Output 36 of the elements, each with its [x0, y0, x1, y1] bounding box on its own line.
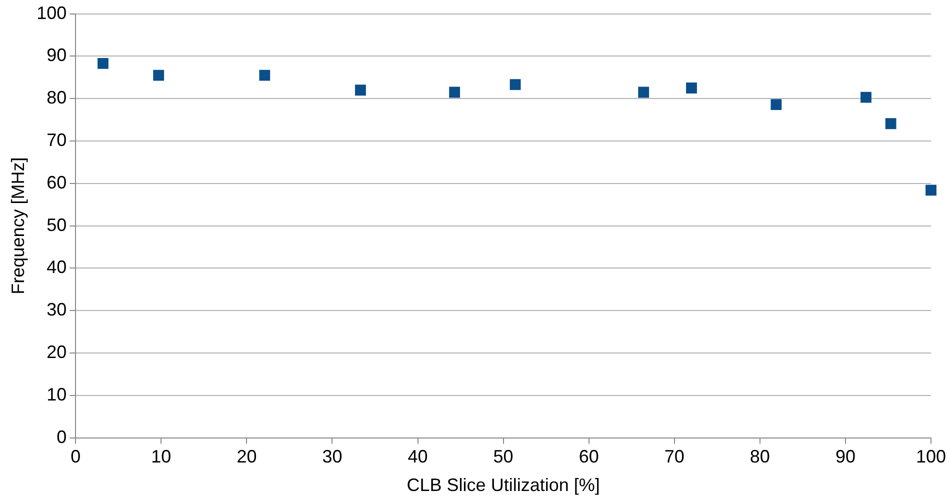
- point: [259, 70, 270, 81]
- point: [153, 70, 164, 81]
- y-tick-label: 50: [46, 214, 67, 235]
- x-tick-label: 0: [70, 446, 81, 467]
- y-tick-label: 10: [46, 384, 67, 404]
- point: [860, 92, 872, 103]
- x-tick-label: 90: [835, 446, 856, 467]
- x-tick-label: 20: [236, 446, 257, 467]
- x-axis-title: CLB Slice Utilization [%]: [406, 475, 600, 496]
- x-tick-label: 10: [151, 446, 172, 467]
- point: [638, 86, 650, 98]
- y-tick-label: 100: [36, 2, 67, 23]
- y-tick-label: 70: [46, 130, 67, 150]
- y-tick-label: 0: [56, 426, 67, 447]
- x-tick-label: 50: [493, 446, 514, 467]
- x-tick-label: 80: [750, 446, 770, 467]
- y-tick-label: 40: [46, 257, 67, 278]
- y-tick-label: 20: [46, 342, 67, 362]
- y-tick-label: 60: [46, 172, 67, 192]
- x-tick-label: 60: [578, 446, 599, 467]
- point: [510, 79, 521, 90]
- y-tick-label: 90: [46, 45, 67, 66]
- point: [98, 58, 108, 69]
- x-tick-label: 40: [408, 446, 428, 467]
- y-tick-label: 30: [46, 300, 67, 320]
- x-tick-label: 70: [664, 446, 684, 467]
- point: [686, 82, 697, 94]
- point: [355, 84, 366, 96]
- x-tick-label: 100: [916, 446, 946, 467]
- y-axis-title: Frequency [MHz]: [8, 157, 28, 294]
- point: [770, 99, 782, 110]
- point: [926, 184, 936, 196]
- point: [885, 118, 896, 130]
- y-tick-label: 80: [46, 88, 67, 108]
- x-tick-label: 30: [322, 446, 342, 467]
- point: [449, 86, 460, 98]
